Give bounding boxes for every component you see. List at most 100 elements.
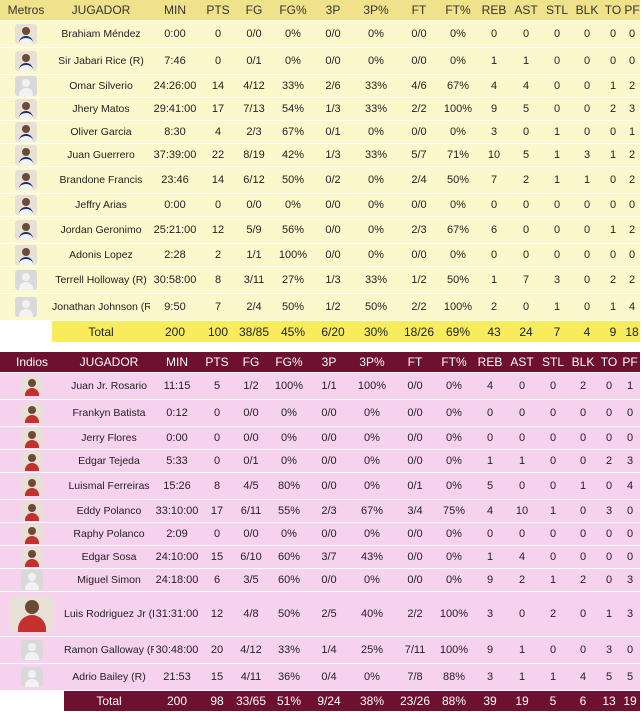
player-name[interactable]: Adrio Bailey (R) bbox=[64, 663, 154, 691]
stat-stl: 0 bbox=[542, 243, 572, 267]
player-row: Frankyn Batista 0:12 0 0/0 0% 0/0 0% 0/0 0% 0 0 0 0 0… bbox=[0, 399, 640, 427]
stat-ft-pct: 0% bbox=[434, 426, 474, 450]
stat-3p-pct: 0% bbox=[352, 20, 400, 48]
stat-blk: 4 bbox=[568, 663, 598, 691]
player-name[interactable]: Sir Jabari Rice (R) bbox=[52, 47, 150, 75]
player-name[interactable]: Eddy Polanco bbox=[64, 499, 154, 523]
stat-ft: 0/0 bbox=[396, 568, 434, 592]
stat-blk: 2 bbox=[568, 372, 598, 400]
stat-stl: 0 bbox=[538, 545, 568, 569]
player-row: Edgar Sosa 24:10:00 15 6/10 60% 3/7 43% 0/0 0% 1 4… bbox=[0, 545, 640, 569]
stat-3p: 0/0 bbox=[310, 568, 348, 592]
stat-reb: 0 bbox=[478, 243, 510, 267]
column-header-ast: AST bbox=[506, 352, 538, 373]
stat-ft-pct: 67% bbox=[438, 216, 478, 244]
stat-to: 1 bbox=[598, 591, 620, 637]
player-row: Jonathan Johnson (R) 9:50 7 2/4 50% 1/2 50% 2/2… bbox=[0, 293, 640, 321]
stat-stl: 3 bbox=[542, 266, 572, 294]
stat-3p-pct: 43% bbox=[348, 545, 396, 569]
player-name[interactable]: Omar Silverio bbox=[52, 74, 150, 98]
stat-3p-pct: 33% bbox=[352, 74, 400, 98]
stat-pf: 3 bbox=[620, 449, 640, 473]
player-name[interactable]: Jerry Flores bbox=[64, 426, 154, 450]
stat-fg: 4/11 bbox=[234, 663, 268, 691]
stat-pf: 2 bbox=[624, 74, 640, 98]
stat-ft: 0/0 bbox=[400, 20, 438, 48]
total-spacer bbox=[0, 320, 52, 343]
stat-ft-pct: 0% bbox=[438, 243, 478, 267]
stat-ft-pct: 50% bbox=[438, 166, 478, 194]
player-name[interactable]: Jonathan Johnson (R) bbox=[52, 293, 150, 321]
stat-reb: 5 bbox=[474, 472, 506, 500]
player-name[interactable]: Raphy Polanco bbox=[64, 522, 154, 546]
player-name[interactable]: Brahiam Méndez bbox=[52, 20, 150, 48]
stat-pf: 1 bbox=[620, 372, 640, 400]
stat-3p: 3/7 bbox=[310, 545, 348, 569]
stat-to: 1 bbox=[602, 293, 624, 321]
player-name[interactable]: Ramon Galloway (R) bbox=[64, 636, 154, 664]
player-name[interactable]: Jordan Geronimo bbox=[52, 216, 150, 244]
stat-ft: 0/0 bbox=[400, 120, 438, 144]
stat-pts: 15 bbox=[200, 545, 234, 569]
stat-min: 29:41:00 bbox=[150, 97, 200, 121]
stat-ft-pct: 50% bbox=[438, 266, 478, 294]
stat-blk: 3 bbox=[572, 143, 602, 167]
stat-ast: 4 bbox=[510, 74, 542, 98]
stat-reb: 9 bbox=[474, 568, 506, 592]
player-name[interactable]: Oliver Garcia bbox=[52, 120, 150, 144]
player-row: Brahiam Méndez 0:00 0 0/0 0% 0/0 0% 0/0 0% 0 0 0 0 0 0 bbox=[0, 20, 640, 48]
stat-fg: 6/12 bbox=[236, 166, 272, 194]
total-row: Total 200 100 38/85 45% 6/20 30% 18/26 69% 43 24 7 4… bbox=[0, 320, 640, 343]
player-name[interactable]: Miguel Simon bbox=[64, 568, 154, 592]
player-name[interactable]: Jeffry Arias bbox=[52, 193, 150, 217]
player-row: Raphy Polanco 2:09 0 0/0 0% 0/0 0% 0/0 0% 0 0 0 0 0 0 bbox=[0, 522, 640, 546]
player-name[interactable]: Edgar Tejeda bbox=[64, 449, 154, 473]
player-name[interactable]: Juan Guerrero bbox=[52, 143, 150, 167]
player-name[interactable]: Brandone Francis bbox=[52, 166, 150, 194]
player-name[interactable]: Luismal Ferreiras bbox=[64, 472, 154, 500]
stat-pts: 4 bbox=[200, 120, 236, 144]
total-to: 9 bbox=[602, 320, 624, 343]
stat-pf: 0 bbox=[624, 20, 640, 48]
player-name[interactable]: Frankyn Batista bbox=[64, 399, 154, 427]
column-header-3p-pct: 3P% bbox=[348, 352, 396, 373]
total-blk: 6 bbox=[568, 690, 598, 712]
stat-ast: 0 bbox=[510, 20, 542, 48]
stat-fg-pct: 67% bbox=[272, 120, 314, 144]
stat-3p-pct: 0% bbox=[348, 472, 396, 500]
stat-3p-pct: 0% bbox=[348, 426, 396, 450]
stat-pts: 7 bbox=[200, 293, 236, 321]
player-name[interactable]: Adonis Lopez bbox=[52, 243, 150, 267]
player-name[interactable]: Edgar Sosa bbox=[64, 545, 154, 569]
stat-min: 24:18:00 bbox=[154, 568, 200, 592]
stat-ast: 0 bbox=[510, 293, 542, 321]
stat-3p: 0/0 bbox=[310, 449, 348, 473]
stat-reb: 1 bbox=[474, 545, 506, 569]
stat-to: 2 bbox=[598, 449, 620, 473]
player-name[interactable]: Juan Jr. Rosario bbox=[64, 372, 154, 400]
stat-ast: 0 bbox=[506, 399, 538, 427]
stat-to: 0 bbox=[598, 426, 620, 450]
stat-fg-pct: 0% bbox=[272, 20, 314, 48]
column-header-jugador: JUGADOR bbox=[52, 0, 150, 21]
total-ft: 23/26 bbox=[396, 690, 434, 712]
stat-fg-pct: 56% bbox=[272, 216, 314, 244]
stat-reb: 0 bbox=[474, 522, 506, 546]
player-avatar-icon bbox=[15, 245, 37, 265]
stat-fg-pct: 0% bbox=[268, 522, 310, 546]
stat-ft-pct: 88% bbox=[434, 663, 474, 691]
stat-stl: 1 bbox=[538, 568, 568, 592]
stat-min: 31:31:00 bbox=[154, 591, 200, 637]
stat-reb: 2 bbox=[478, 293, 510, 321]
stat-stl: 1 bbox=[538, 499, 568, 523]
player-name[interactable]: Terrell Holloway (R) bbox=[52, 266, 150, 294]
stat-pf: 5 bbox=[620, 663, 640, 691]
stat-stl: 2 bbox=[538, 591, 568, 637]
stat-fg: 6/10 bbox=[234, 545, 268, 569]
stat-ft: 2/2 bbox=[400, 293, 438, 321]
stat-stl: 1 bbox=[542, 166, 572, 194]
total-to: 13 bbox=[598, 690, 620, 712]
player-name[interactable]: Luis Rodriguez Jr (R) bbox=[64, 591, 154, 637]
stat-3p-pct: 33% bbox=[352, 143, 400, 167]
player-name[interactable]: Jhery Matos bbox=[52, 97, 150, 121]
